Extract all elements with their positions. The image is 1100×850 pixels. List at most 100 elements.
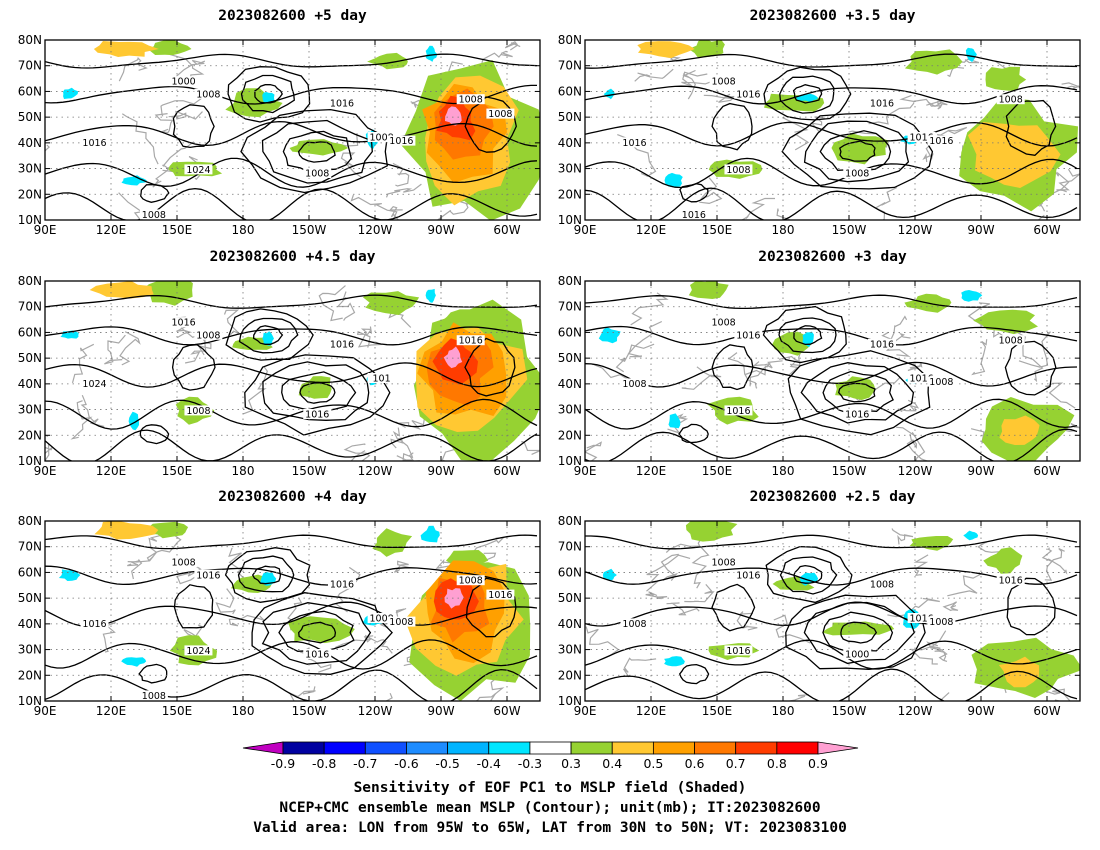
high-pressure-isobar (262, 361, 370, 421)
lat-tick-label: 80N (18, 274, 42, 288)
low-pressure-isobar (793, 325, 823, 346)
lat-tick-label: 70N (558, 300, 582, 314)
negative-sensitivity-area (128, 411, 139, 431)
contour-label: 1016 (330, 98, 354, 109)
lon-tick-label: 90E (574, 704, 597, 718)
lat-lon-grid (45, 281, 540, 461)
mslp-isobar (678, 663, 710, 685)
negative-sensitivity-area (965, 47, 977, 63)
mslp-isobar (139, 424, 170, 445)
lon-tick-label: 120E (96, 223, 127, 237)
map-frame (584, 280, 1081, 462)
positive-sensitivity-area (445, 106, 462, 126)
lat-lon-grid (585, 281, 1080, 461)
lon-tick-label: 150E (702, 223, 733, 237)
high-pressure-isobar (803, 120, 910, 183)
lat-tick-label: 80N (18, 514, 42, 528)
panel-title: 2023082600 +5 day (218, 8, 367, 24)
contour-label: 1016 (172, 318, 196, 329)
lat-tick-label: 20N (558, 187, 582, 201)
contour-label: 1008 (488, 109, 512, 120)
contour-label: 1008 (712, 318, 736, 329)
high-pressure-isobar (240, 108, 389, 194)
lat-tick-label: 40N (18, 136, 42, 150)
mslp-isobar (585, 121, 1078, 147)
positive-sensitivity-area (685, 521, 738, 542)
negative-sensitivity-area (63, 87, 79, 99)
contour-label: 1016 (736, 330, 760, 341)
colorbar-swatch (735, 741, 778, 755)
contour-label: 1008 (172, 558, 196, 569)
negative-sensitivity-area (262, 331, 274, 346)
positive-sensitivity-area (999, 415, 1040, 445)
lat-tick-label: 10N (558, 694, 582, 708)
mslp-isobar (585, 639, 1078, 670)
low-pressure-isobar (763, 66, 852, 121)
colorbar-swatch (529, 741, 572, 755)
colorbar-swatch (570, 741, 613, 755)
mslp-isobar (679, 183, 709, 203)
lon-tick-label: 120W (358, 704, 393, 718)
mslp-isobar (1006, 577, 1056, 636)
colorbar-label: -0.6 (394, 756, 418, 771)
positive-sensitivity-area (835, 376, 876, 400)
lon-tick-label: 120E (636, 704, 667, 718)
contour-label: 1008 (712, 77, 736, 88)
lat-tick-label: 20N (558, 668, 582, 682)
colorbar-label: -0.8 (312, 756, 336, 771)
negative-sensitivity-area (121, 175, 147, 186)
lat-tick-label: 10N (18, 213, 42, 227)
lat-tick-label: 40N (558, 136, 582, 150)
low-pressure-isobar (240, 74, 295, 114)
lat-tick-label: 50N (558, 591, 582, 605)
map-frame (44, 280, 541, 462)
mslp-isobar (171, 344, 216, 391)
low-pressure-isobar (251, 565, 282, 585)
colorbar-swatch (776, 741, 819, 755)
lon-tick-label: 90W (427, 223, 454, 237)
lon-tick-label: 120E (636, 464, 667, 478)
negative-sensitivity-area (425, 45, 438, 62)
contour-label: 1008 (305, 169, 329, 180)
mslp-isobar (585, 398, 1078, 430)
lat-tick-label: 30N (558, 403, 582, 417)
colorbar-label: -0.7 (353, 756, 377, 771)
positive-sensitivity-area (688, 281, 729, 299)
mslp-contours (585, 53, 1078, 220)
contour-label: 1016 (870, 339, 894, 350)
lat-tick-label: 80N (18, 33, 42, 47)
sensitivity-shading (603, 40, 1078, 212)
positive-sensitivity-area (232, 336, 273, 350)
lat-tick-label: 40N (558, 617, 582, 631)
high-pressure-isobar (281, 371, 357, 413)
lon-tick-label: 150E (702, 704, 733, 718)
lon-tick-label: 90W (427, 464, 454, 478)
colorbar-swatch (694, 741, 737, 755)
lat-tick-label: 70N (18, 540, 42, 554)
mslp-isobar (45, 639, 538, 670)
lon-tick-label: 180 (772, 704, 795, 718)
lon-tick-label: 180 (232, 704, 255, 718)
mslp-isobar (678, 423, 709, 444)
colorbar-swatch (364, 741, 407, 755)
mslp-isobar (585, 294, 1078, 310)
contour-label: 1024 (186, 165, 210, 176)
low-pressure-isobar (252, 325, 284, 345)
map-axes: 90E 120E 150E 180 150W 120W 90W 60W 10N 20N 30N 40N… (558, 514, 1080, 718)
colorbar-max-arrow (817, 741, 859, 755)
contour-label: 1016 (682, 210, 706, 221)
positive-sensitivity-area (94, 521, 159, 540)
lon-tick-label: 60W (493, 464, 520, 478)
colorbar-label: -0.5 (435, 756, 459, 771)
mslp-isobar (45, 53, 538, 69)
negative-sensitivity-area (598, 326, 621, 344)
contour-label: 1016 (736, 570, 760, 581)
colorbar-label: -0.9 (271, 756, 295, 771)
lat-tick-label: 50N (18, 591, 42, 605)
contour-label: 1008 (999, 336, 1023, 347)
lat-tick-label: 20N (18, 187, 42, 201)
